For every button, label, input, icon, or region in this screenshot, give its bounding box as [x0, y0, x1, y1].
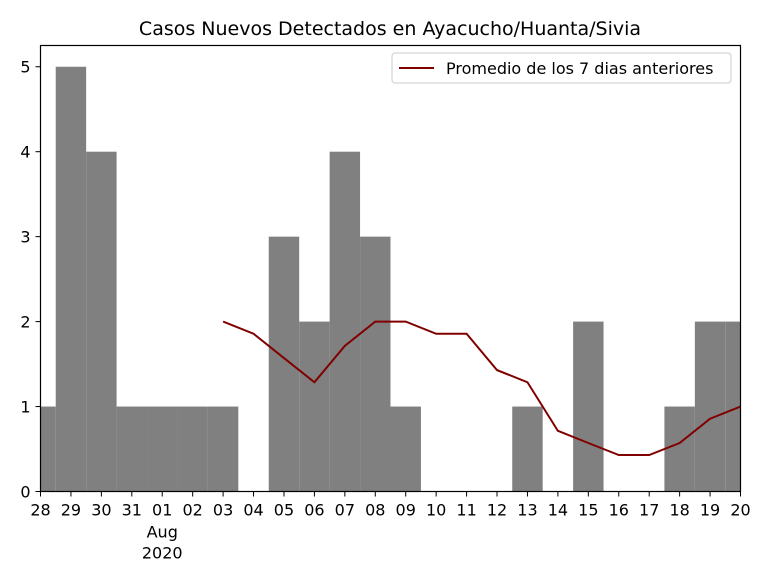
- x-tick-label: 31: [122, 501, 142, 520]
- bar: [86, 151, 117, 492]
- x-tick-label: 20: [730, 501, 750, 520]
- bar: [725, 321, 741, 492]
- bar: [390, 406, 421, 492]
- x-tick-label: 18: [669, 501, 689, 520]
- legend-label: Promedio de los 7 dias anteriores: [446, 59, 713, 78]
- average-line: [222, 320, 741, 457]
- plot-frame: [39, 44, 742, 493]
- y-tick-label: 1: [20, 398, 30, 417]
- bar: [116, 406, 148, 492]
- x-tick-label: 07: [335, 501, 355, 520]
- legend: Promedio de los 7 dias anteriores: [391, 52, 732, 84]
- legend-box: [391, 52, 732, 84]
- x-tick-label: 08: [365, 501, 385, 520]
- x-tick-label: 12: [487, 501, 507, 520]
- x-tick-label: 05: [274, 501, 294, 520]
- x-tick-sublabel: Aug: [147, 523, 178, 542]
- bar: [360, 236, 391, 492]
- bar: [55, 66, 87, 492]
- x-tick-label: 29: [61, 501, 81, 520]
- x-tick-label: 02: [182, 501, 202, 520]
- x-tick-label: 06: [304, 501, 324, 520]
- y-tick-label: 5: [20, 58, 30, 77]
- x-tick-label: 28: [30, 501, 50, 520]
- bar: [573, 321, 604, 492]
- bar: [177, 406, 208, 492]
- x-tick-label: 10: [426, 501, 446, 520]
- x-tick-label: 17: [639, 501, 659, 520]
- x-tick-label: 16: [609, 501, 629, 520]
- y-tick-label: 2: [20, 313, 30, 332]
- line-series: [222, 320, 741, 457]
- y-axis: 0 1 2 3 4 5: [20, 58, 41, 502]
- bar: [512, 406, 543, 492]
- bar-series: [40, 66, 741, 492]
- bar: [329, 151, 361, 492]
- bar: [147, 406, 178, 492]
- bar: [299, 321, 330, 492]
- bar: [664, 406, 695, 492]
- x-tick-label: 04: [243, 501, 263, 520]
- x-tick-sublabel: 2020: [142, 544, 183, 563]
- x-tick-label: 09: [396, 501, 416, 520]
- x-tick-label: 13: [517, 501, 537, 520]
- chart-title: Casos Nuevos Detectados en Ayacucho/Huan…: [139, 18, 641, 40]
- bar: [694, 321, 726, 492]
- x-tick-label: 14: [548, 501, 568, 520]
- x-tick-label: 03: [213, 501, 233, 520]
- x-tick-label: 11: [456, 501, 476, 520]
- x-axis: 28 29 30 31 01 Aug 2020 02 03 04 05 06 07 08 09 10 11 12 1…: [30, 491, 751, 563]
- x-tick-label: 01: [152, 501, 172, 520]
- x-tick-label: 19: [700, 501, 720, 520]
- y-tick-label: 0: [20, 483, 30, 502]
- y-tick-label: 4: [20, 143, 30, 162]
- y-tick-label: 3: [20, 228, 30, 247]
- bar: [268, 236, 300, 492]
- x-tick-label: 30: [91, 501, 111, 520]
- x-tick-label: 15: [578, 501, 598, 520]
- bar: [40, 406, 56, 492]
- bar: [207, 406, 239, 492]
